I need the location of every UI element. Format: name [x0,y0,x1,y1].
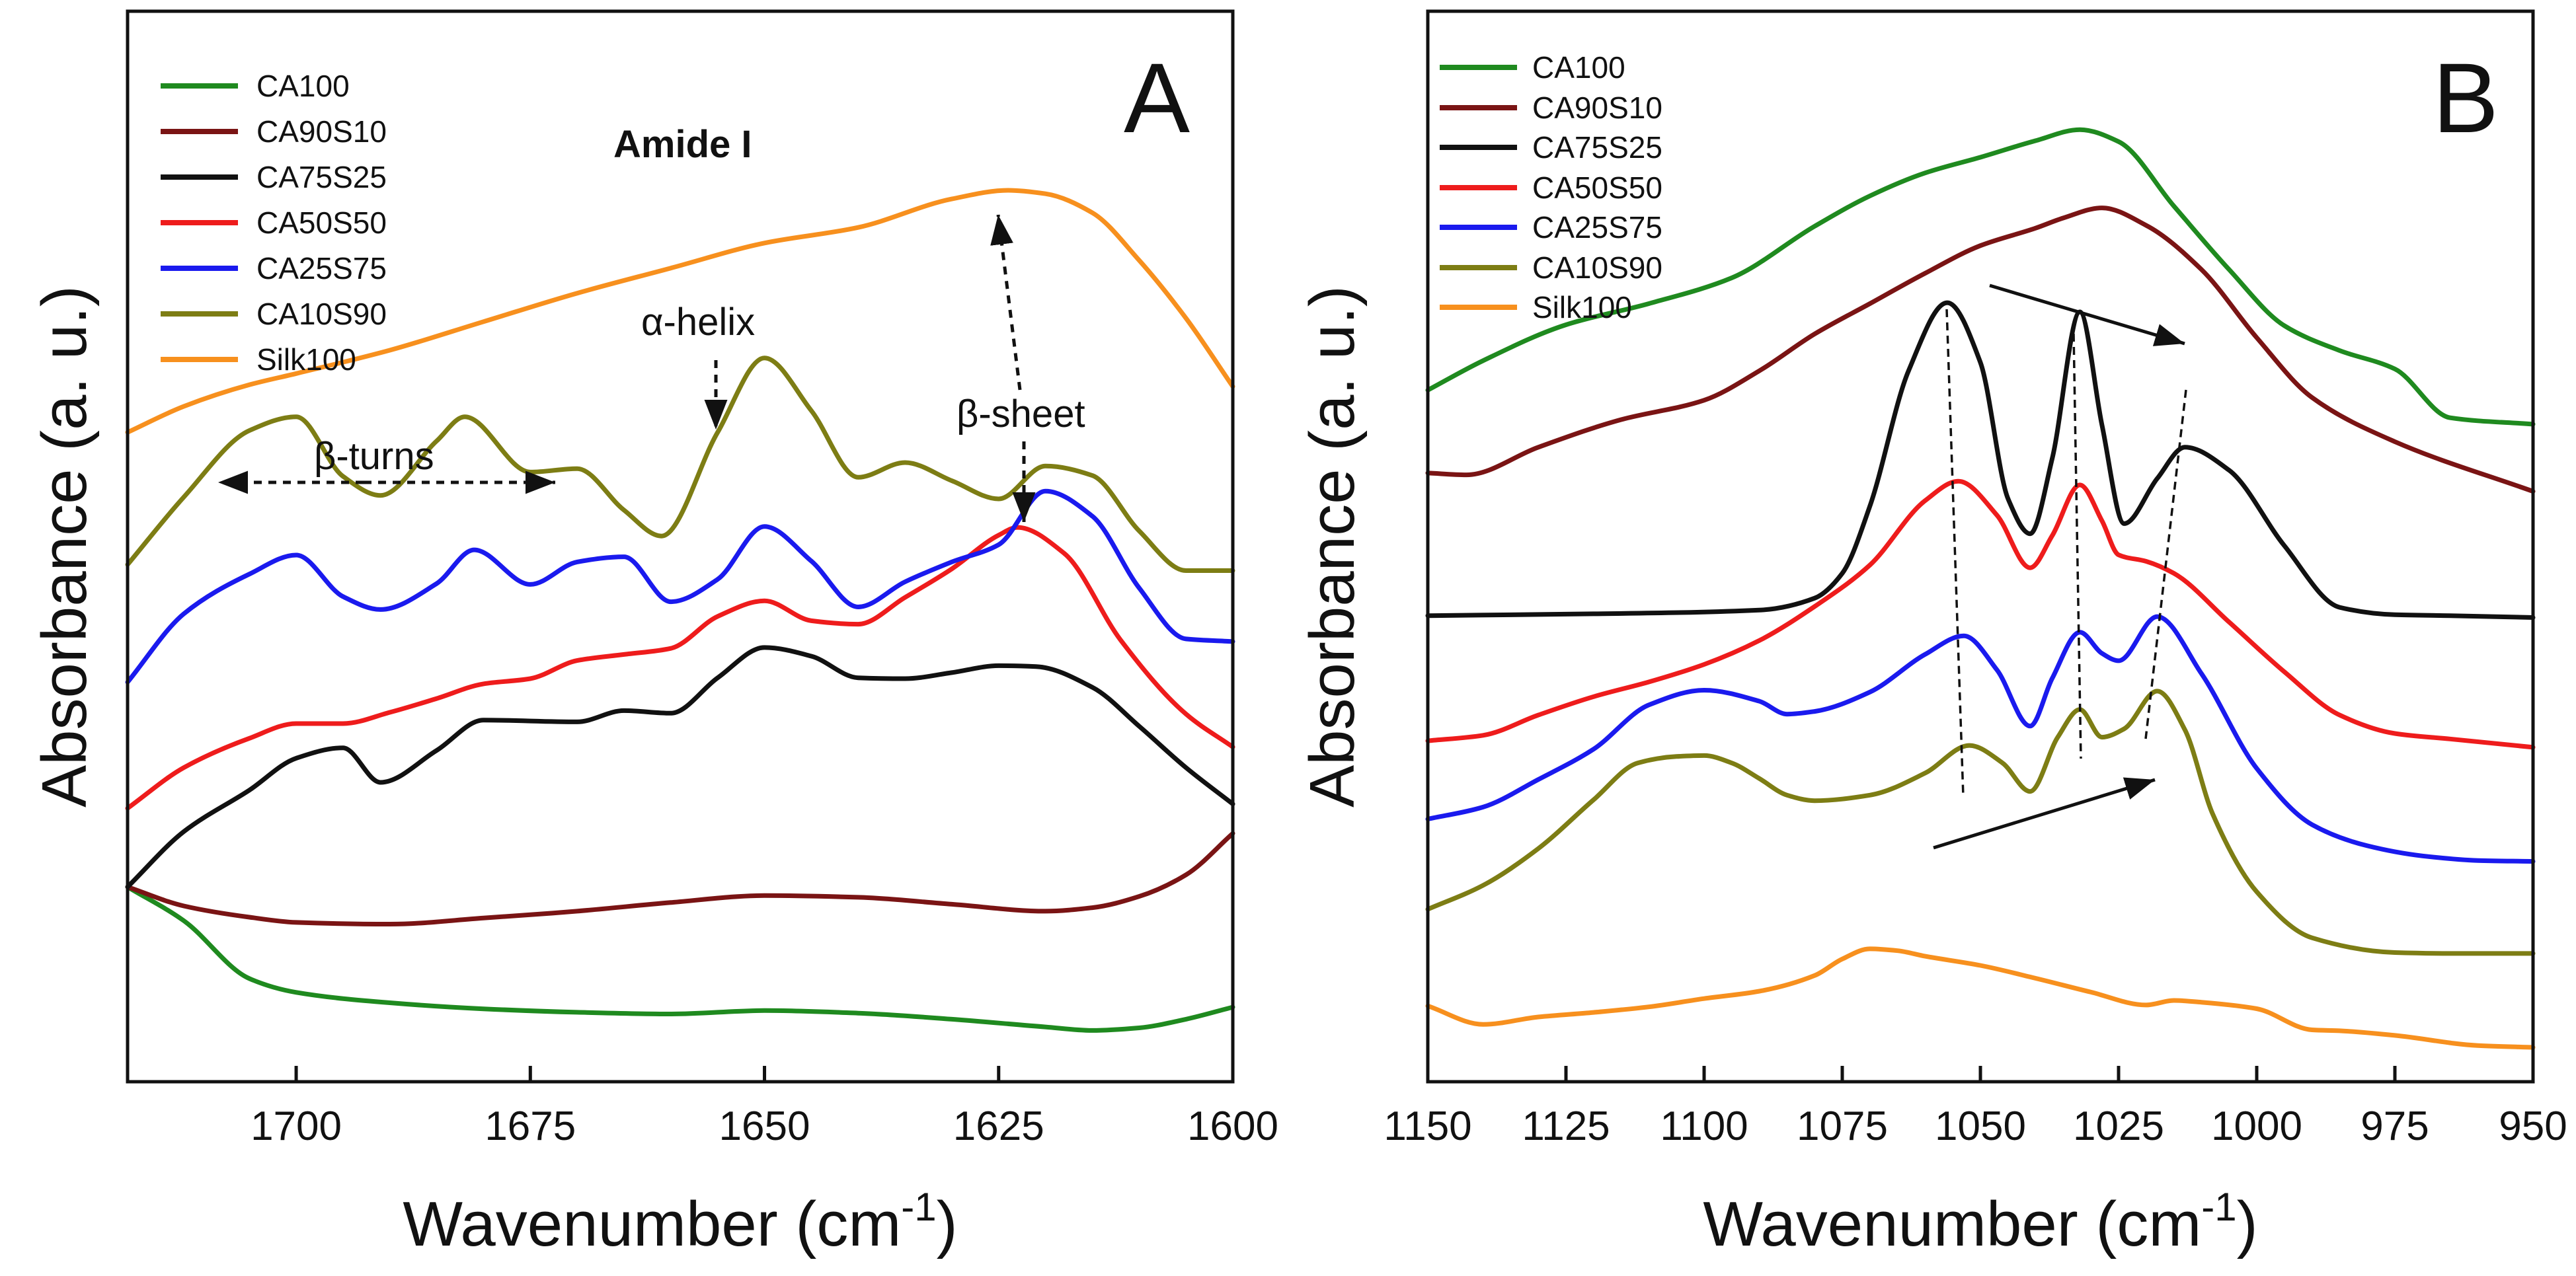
panel-b-series [1425,127,2536,1050]
panel-b-x-tick-label-950: 950 [2499,1104,2567,1149]
panel-b-line-ca25s75 [1425,614,2536,864]
panel-a-line-silk100 [125,188,1235,435]
panel-a-series [125,188,1235,1033]
panel-a-line-ca75s25 [125,645,1235,889]
panel-a-x-label: Wavenumber (cm-1) [403,1185,957,1259]
panel-a-x-label-end: ) [937,1189,958,1259]
panel-b-letter: B [2433,42,2499,153]
legend-a-label-ca25s75: CA25S75 [256,251,387,285]
panel-a-letter: A [1124,42,1190,153]
legend-a-label-silk100: Silk100 [256,342,356,377]
legend-a-label-ca90s10: CA90S10 [256,114,387,149]
panel-b-x-tick-label-1100: 1100 [1660,1104,1748,1149]
peak-guide-1054 [1945,309,1965,797]
panel-a-x-ticks: 1700 1675 1650 1625 1600 [251,1066,1278,1149]
panel-b-line-ca75s25 [1425,300,2536,620]
panel-b-x-tick-label-1000: 1000 [2211,1104,2302,1149]
panel-b-line-ca100 [1425,127,2536,427]
legend-a-label-ca75s25: CA75S25 [256,160,387,194]
panel-a-y-label: Absorbance (a. u.) [29,285,100,807]
annotation-beta-turns: β-turns [314,435,434,478]
legend-b-label-ca50s50: CA50S50 [1532,170,1662,205]
panel-b-line-ca90s10 [1425,206,2536,494]
panel-b-x-ticks: 1150 1125 1100 1075 1050 1025 1000 975 950 [1384,1066,2567,1149]
panel-b-x-tick-label-1150: 1150 [1384,1104,1471,1149]
annotation-alpha-helix: α-helix [641,301,755,344]
shift-arrow-lower [1933,777,2156,850]
panel-b-x-tick-label-1125: 1125 [1522,1104,1610,1149]
peak-guide-1018 [2144,389,2187,739]
legend-b-label-ca100: CA100 [1532,50,1625,85]
panel-a-frame [126,9,1235,1084]
panel-a-line-ca25s75 [125,488,1235,685]
panel-a-x-tick-label-1600: 1600 [1187,1104,1278,1149]
panel-a-x-tick-label-1700: 1700 [251,1104,342,1149]
legend-b-label-ca25s75: CA25S75 [1532,210,1662,244]
annotation-beta-sheet: β-sheet [956,393,1085,435]
beta-sheet-arrow-up [990,214,1022,391]
panel-b-x-label: Wavenumber (cm-1) [1703,1185,2257,1259]
panel-a-x-label-sup: -1 [901,1185,936,1229]
panel-b-line-ca50s50 [1425,478,2536,750]
panel-a: 1700 1675 1650 1625 1600 CA100 CA90S10 CA75S… [29,9,1278,1259]
panel-a-title-amide-i: Amide I [613,123,752,166]
panel-a-x-tick-label-1625: 1625 [953,1104,1044,1149]
panel-b-y-label: Absorbance (a. u.) [1297,285,1368,807]
panel-b-x-tick-label-1025: 1025 [2073,1104,2164,1149]
panel-b-legend: CA100 CA90S10 CA75S25 CA50S50 CA25S75 CA… [1440,50,1662,324]
panel-b-line-silk100 [1425,946,2536,1050]
panel-a-legend: CA100 CA90S10 CA75S25 CA50S50 CA25S75 CA… [161,69,387,377]
panel-b-x-label-end: ) [2237,1189,2258,1259]
panel-b-x-tick-label-1075: 1075 [1797,1104,1888,1149]
panel-a-line-ca90s10 [125,831,1235,926]
panel-b: 1150 1125 1100 1075 1050 1025 1000 975 950 CA100… [1297,9,2567,1259]
panel-a-x-tick-label-1650: 1650 [719,1104,810,1149]
panel-a-x-label-main: Wavenumber (cm [403,1189,901,1259]
shift-arrow-upper [1989,283,2185,346]
legend-a-label-ca100: CA100 [256,69,350,103]
panel-a-annotations: β-turns α-helix β-sheet [218,214,1085,522]
legend-a-label-ca50s50: CA50S50 [256,206,387,240]
panel-b-line-ca10s90 [1425,689,2536,956]
panel-b-annotations [1933,283,2187,850]
panel-b-x-label-main: Wavenumber (cm [1703,1189,2201,1259]
legend-b-label-ca90s10: CA90S10 [1532,91,1662,125]
legend-a-label-ca10s90: CA10S90 [256,297,387,331]
panel-a-line-ca50s50 [125,525,1235,811]
legend-b-label-silk100: Silk100 [1532,290,1632,324]
legend-b-label-ca75s25: CA75S25 [1532,130,1662,165]
panel-b-x-tick-label-1050: 1050 [1935,1104,2026,1149]
panel-a-line-ca100 [125,884,1235,1033]
peak-guide-1032 [2072,333,2082,759]
panel-a-x-tick-label-1675: 1675 [485,1104,576,1149]
legend-b-label-ca10s90: CA10S90 [1532,250,1662,285]
panel-b-x-tick-label-975: 975 [2361,1104,2429,1149]
panel-a-line-ca10s90 [125,356,1235,574]
panel-b-x-label-sup: -1 [2201,1185,2236,1229]
